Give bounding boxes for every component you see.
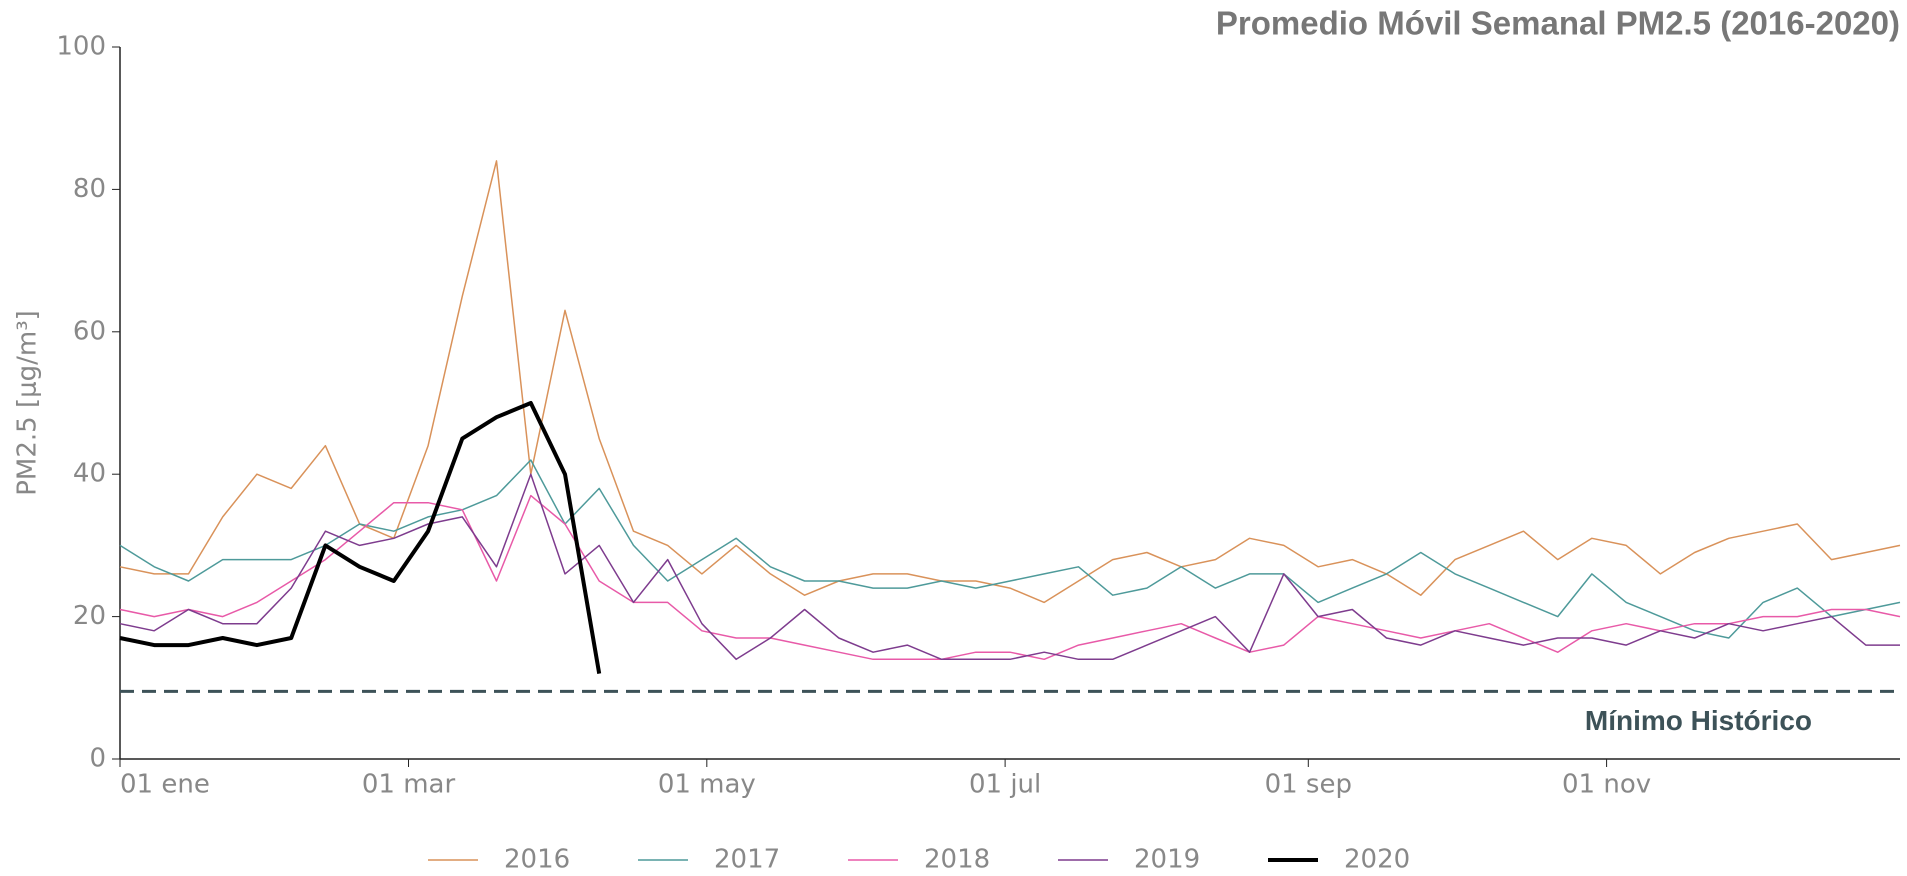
x-tick-label: 01 mar	[362, 770, 456, 800]
x-tick-label: 01 ene	[120, 770, 210, 800]
y-axis-label: PM2.5 [μg/m³]	[13, 310, 43, 496]
x-tick-label: 01 sep	[1265, 770, 1352, 800]
legend-label: 2018	[924, 845, 990, 875]
y-tick-label: 40	[73, 459, 106, 489]
series-line	[119, 401, 602, 674]
y-tick-label: 80	[73, 174, 106, 204]
y-tick-label: 60	[73, 316, 106, 346]
x-tick-label: 01 jul	[969, 770, 1041, 800]
y-tick-label: 0	[89, 744, 106, 774]
y-tick-label: 100	[56, 32, 106, 62]
reference-label: Mínimo Histórico	[1585, 705, 1812, 736]
legend-label: 2017	[714, 845, 780, 875]
series-line	[119, 160, 1901, 604]
legend-label: 2020	[1344, 845, 1410, 875]
series-line	[119, 459, 1901, 639]
x-tick-label: 01 nov	[1562, 770, 1651, 800]
y-tick-label: 20	[73, 601, 106, 631]
legend-label: 2016	[504, 845, 570, 875]
series-line	[119, 494, 1901, 661]
x-tick-label: 01 may	[658, 770, 756, 800]
legend-label: 2019	[1134, 845, 1200, 875]
chart-title: Promedio Móvil Semanal PM2.5 (2016-2020)	[1216, 5, 1900, 42]
series-line	[119, 473, 1900, 661]
